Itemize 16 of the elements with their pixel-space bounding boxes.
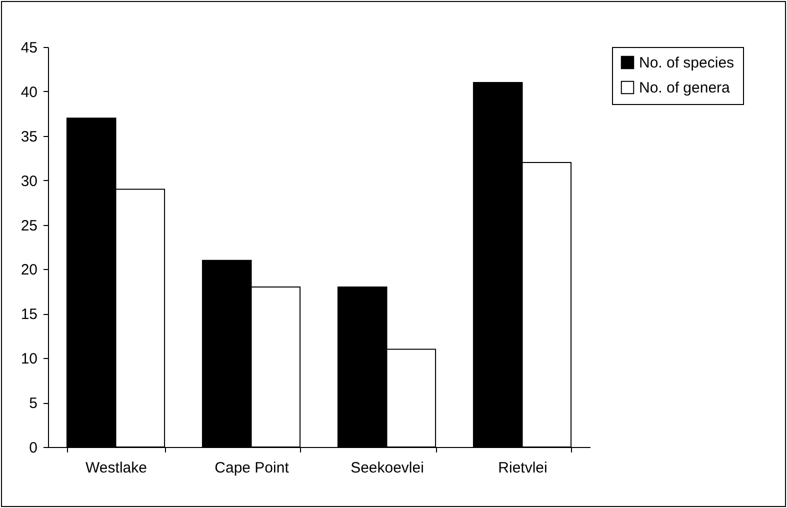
y-tick-label: 10: [20, 350, 38, 368]
y-tick-label: 20: [20, 262, 38, 279]
y-tick-label: 15: [20, 306, 38, 324]
y-tick-label: 45: [20, 40, 38, 56]
legend-label: No. of species: [639, 54, 734, 72]
y-tick-label: 25: [20, 217, 38, 234]
y-tick-label: 35: [20, 128, 38, 146]
y-tick-label: 5: [29, 395, 38, 412]
y-tick-label: 30: [20, 172, 38, 190]
x-tick-label: Seekoevlei: [350, 460, 424, 476]
y-tick-label: 0: [29, 440, 38, 456]
legend-label: No. of genera: [639, 80, 731, 96]
x-tick-label: Westlake: [86, 460, 147, 476]
y-tick-label: 40: [20, 84, 38, 101]
x-tick-label: Rietvlei: [498, 460, 548, 476]
x-tick-label: Cape Point: [214, 460, 290, 476]
